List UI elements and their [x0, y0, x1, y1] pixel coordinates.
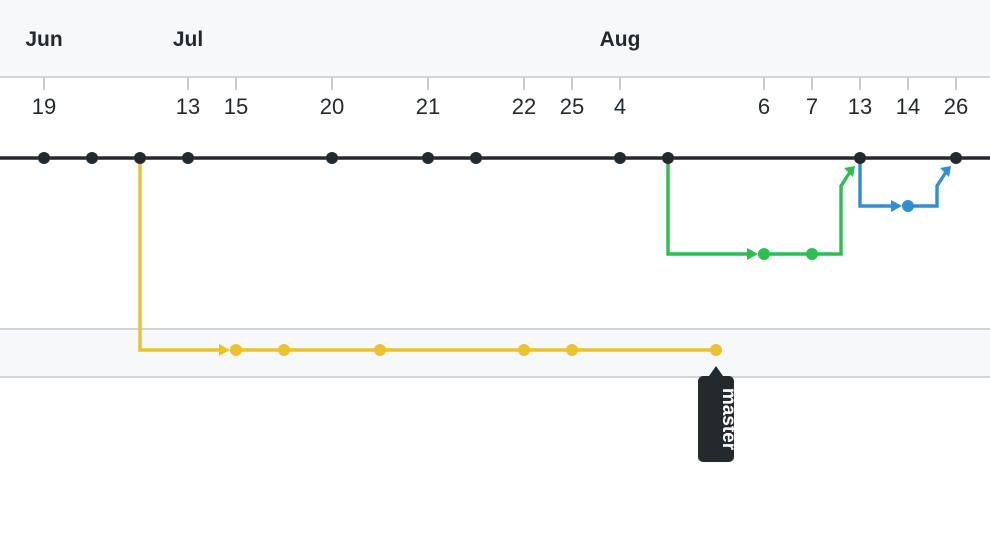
branch-fork-blue [858, 160, 898, 208]
highlight-band [0, 329, 990, 377]
month-header [0, 0, 990, 78]
day-label: 19 [32, 94, 56, 119]
commit-dot[interactable] [854, 152, 866, 164]
day-label: 13 [848, 94, 872, 119]
commit-dot[interactable] [422, 152, 434, 164]
branch-lines [0, 156, 990, 356]
commit-dot[interactable] [662, 152, 674, 164]
commit-dot[interactable] [806, 248, 818, 260]
day-label: 13 [176, 94, 200, 119]
commit-dot[interactable] [374, 344, 386, 356]
tag-background [698, 376, 734, 462]
day-label: 20 [320, 94, 344, 119]
commit-dot[interactable] [38, 152, 50, 164]
day-label: 4 [614, 94, 626, 119]
tag-pointer [709, 366, 723, 376]
day-label: 21 [416, 94, 440, 119]
day-label: 7 [806, 94, 818, 119]
branch-master [138, 160, 716, 356]
commit-dot[interactable] [230, 344, 242, 356]
merge-arrow-head [219, 344, 230, 356]
commit-dot[interactable] [134, 152, 146, 164]
ref-tags: master [698, 366, 739, 462]
commit-dot[interactable] [182, 152, 194, 164]
merge-arrow-head [844, 166, 855, 177]
month-label: Jun [25, 28, 62, 51]
commit-dot[interactable] [902, 200, 914, 212]
day-ticks [43, 78, 957, 90]
commit-dot[interactable] [758, 248, 770, 260]
day-label: 22 [512, 94, 536, 119]
branch-fork-green [666, 160, 754, 256]
commit-dot[interactable] [326, 152, 338, 164]
commit-dot[interactable] [710, 344, 722, 356]
branch-line-blue [908, 171, 948, 208]
commit-dot[interactable] [86, 152, 98, 164]
month-label: Jul [173, 28, 203, 51]
day-label: 15 [224, 94, 248, 119]
day-label: 14 [896, 94, 920, 119]
commit-dots [38, 152, 962, 356]
day-label: 26 [944, 94, 968, 119]
branch-green [666, 160, 855, 260]
month-label: Aug [600, 28, 641, 51]
commit-dot[interactable] [470, 152, 482, 164]
commit-dot[interactable] [518, 344, 530, 356]
branch-tag[interactable]: master [698, 366, 739, 462]
merge-arrow-head [940, 166, 951, 177]
month-labels: Jun Jul Aug [25, 28, 640, 51]
commit-dot[interactable] [950, 152, 962, 164]
tag-label: master [718, 388, 739, 451]
day-label: 25 [560, 94, 584, 119]
merge-arrow-head [747, 248, 758, 260]
row-highlight [0, 328, 990, 378]
branch-line-green [764, 171, 852, 256]
commit-dot[interactable] [614, 152, 626, 164]
month-band [0, 0, 990, 77]
merge-arrow-head [891, 200, 902, 212]
branch-fork-master [138, 160, 226, 352]
commit-dot[interactable] [566, 344, 578, 356]
branch-blue [858, 160, 951, 212]
day-labels: 19 13 15 20 21 22 25 4 6 7 13 14 26 [32, 94, 968, 119]
commit-dot[interactable] [278, 344, 290, 356]
day-label: 6 [758, 94, 770, 119]
